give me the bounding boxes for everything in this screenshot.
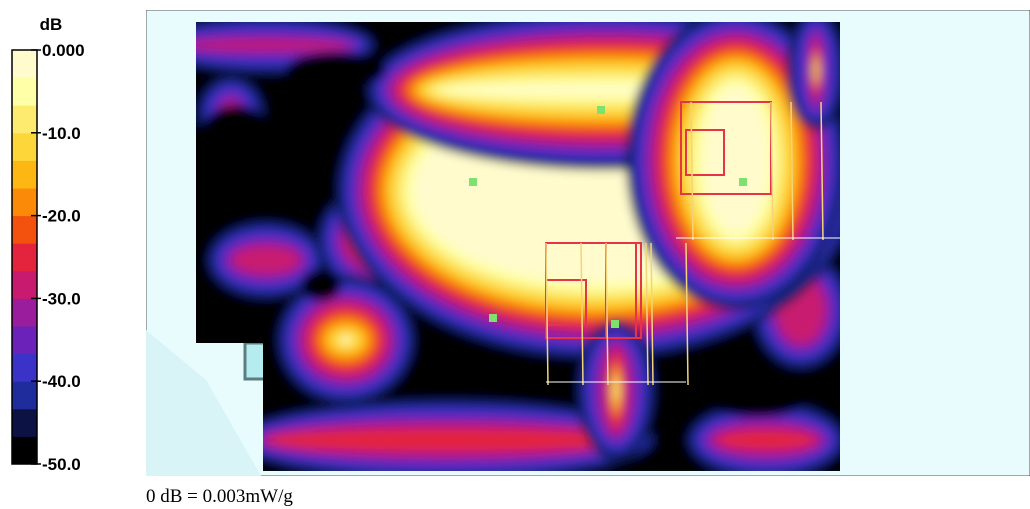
colorbar-segment: [12, 77, 37, 106]
scan-line: [770, 101, 774, 241]
measurement-marker: [739, 178, 747, 186]
colorbar-segment: [12, 215, 37, 244]
phantom-edge: [146, 330, 261, 476]
scan-line: [605, 242, 609, 386]
scan-line: [545, 242, 549, 386]
colorbar-segment: [12, 326, 37, 355]
scan-line: [650, 242, 654, 386]
phantom-notch: [243, 341, 267, 381]
colorbar-tick-label: -30.0: [42, 289, 81, 308]
colorbar-tick-label: -20.0: [42, 207, 81, 226]
colorbar-segment: [12, 188, 37, 217]
colorbar-segment: [12, 436, 37, 465]
scan-outline: [545, 279, 587, 326]
colorbar-tick-label: -10.0: [42, 124, 81, 143]
colorbar-segment: [12, 381, 37, 410]
colorbar-segment: [12, 105, 37, 134]
reference-caption: 0 dB = 0.003mW/g: [146, 486, 293, 507]
colorbar-segment: [12, 243, 37, 272]
heat-blobs: [196, 22, 840, 471]
measurement-marker: [469, 178, 477, 186]
colorbar-segment: [12, 353, 37, 382]
colorbar-gradient: [12, 50, 37, 465]
scan-line: [580, 242, 584, 386]
measurement-marker: [489, 314, 497, 322]
scan-outline: [685, 129, 725, 176]
colorbar-segment: [12, 50, 37, 79]
colorbar-unit-label: dB: [40, 15, 63, 34]
colorbar-tick-label: 0.000: [42, 41, 85, 60]
scan-line: [790, 101, 794, 241]
measurement-marker: [611, 320, 619, 328]
colorbar-tick-label: -40.0: [42, 372, 81, 391]
colorbar-segment: [12, 408, 37, 437]
colorbar-border: [11, 49, 38, 465]
colorbar-segment: [12, 160, 37, 189]
measurement-markers: [469, 106, 747, 328]
colorbar-segment: [12, 132, 37, 161]
sar-heatmap: [146, 10, 1030, 476]
scan-line: [685, 242, 689, 386]
colorbar: dB 0.000 -10.0 -20.0 -30.0 -40.0 -50.0: [11, 15, 85, 474]
colorbar-ticks: 0.000 -10.0 -20.0 -30.0 -40.0 -50.0: [31, 41, 85, 474]
scan-line: [645, 242, 649, 386]
colorbar-segment: [12, 270, 37, 299]
scan-line: [690, 101, 694, 241]
measurement-marker: [597, 106, 605, 114]
colorbar-tick-label: -50.0: [42, 455, 81, 474]
probe-scan-outlines: [545, 101, 840, 386]
scan-line: [820, 101, 824, 241]
colorbar-segment: [12, 298, 37, 327]
